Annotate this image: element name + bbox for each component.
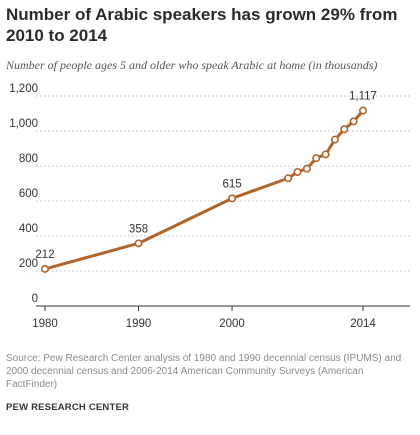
- data-labels: 212 358 615 1,117: [35, 91, 377, 261]
- data-point: [312, 154, 321, 163]
- y-tick-label: 200: [19, 258, 38, 270]
- data-point: [349, 117, 358, 126]
- y-tick-label: 400: [19, 223, 38, 235]
- x-tick-label: 2014: [350, 318, 376, 330]
- y-tick-label: 1,000: [9, 118, 38, 130]
- chart-title: Number of Arabic speakers has grown 29% …: [6, 5, 398, 45]
- series-line-layer: [43, 109, 365, 271]
- x-tick-label: 1990: [126, 318, 152, 330]
- data-point: [302, 164, 311, 173]
- data-point: [284, 174, 293, 183]
- x-tick-label: 1980: [32, 318, 58, 330]
- data-point: [358, 106, 367, 115]
- data-point: [228, 194, 237, 203]
- chart-subtitle: Number of people ages 5 and older who sp…: [6, 58, 378, 72]
- x-tick-label: 2000: [219, 318, 245, 330]
- data-markers: [40, 106, 367, 273]
- brand-name: PEW RESEARCH CENTER: [6, 402, 130, 413]
- data-point: [293, 167, 302, 176]
- data-point: [40, 264, 49, 273]
- data-point: [330, 135, 339, 144]
- data-label: 212: [35, 249, 54, 261]
- data-label: 1,117: [349, 91, 377, 103]
- data-label: 615: [222, 178, 241, 190]
- source-note: Source: Pew Research Center analysis of …: [6, 353, 402, 390]
- y-tick-label: 1,200: [9, 83, 38, 95]
- data-point: [134, 239, 143, 248]
- series-line: [43, 109, 365, 271]
- data-point: [340, 125, 349, 134]
- y-tick-label: 600: [19, 188, 38, 200]
- y-tick-label: 800: [19, 153, 38, 165]
- data-point: [321, 150, 330, 159]
- y-tick-label: 0: [32, 293, 38, 305]
- axes: 0 200 400 600 800 1,000 1,200 1980 1990 2000 2014: [9, 83, 410, 330]
- data-label: 358: [129, 223, 148, 235]
